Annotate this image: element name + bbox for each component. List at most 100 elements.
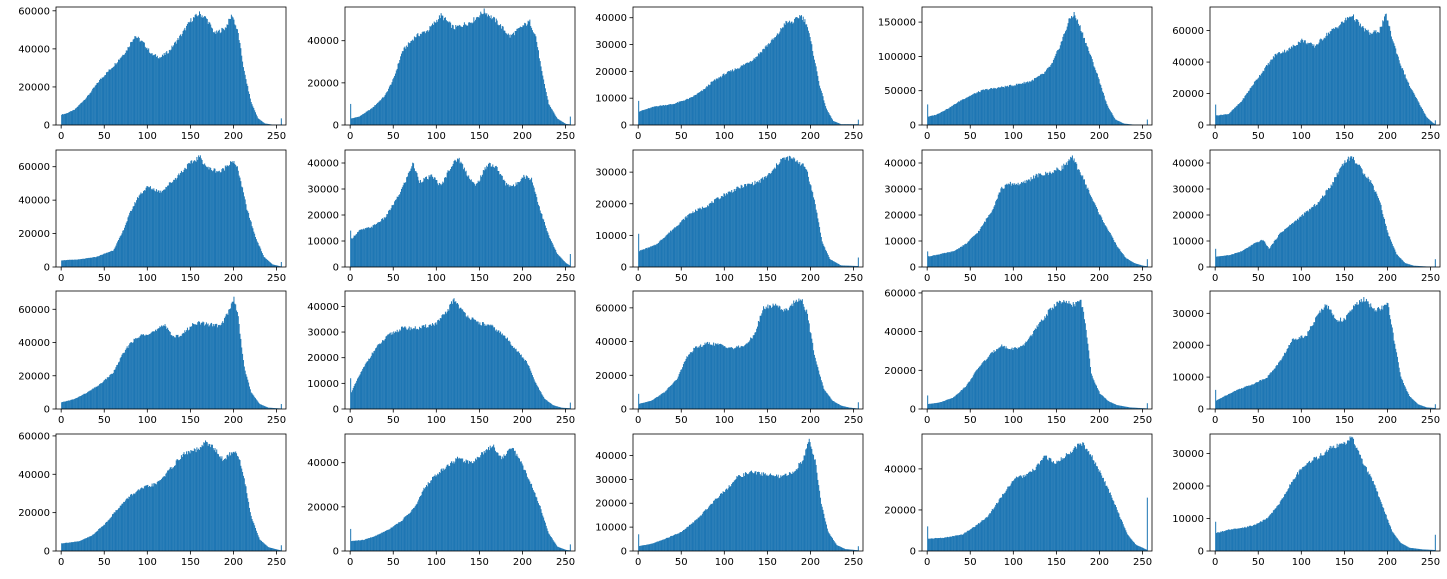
- histogram-bar: [647, 545, 648, 552]
- histogram-bar: [1099, 394, 1100, 409]
- histogram-bar: [680, 102, 681, 125]
- histogram-bar: [221, 456, 222, 551]
- histogram-bar: [175, 465, 176, 551]
- histogram-bar: [76, 108, 77, 125]
- histogram-bar: [165, 55, 166, 125]
- histogram-bar: [184, 168, 185, 267]
- histogram-bar: [241, 347, 242, 409]
- histogram-bar: [379, 100, 380, 125]
- histogram-bar: [974, 93, 975, 125]
- histogram-bar: [63, 114, 64, 125]
- histogram-bar: [692, 351, 693, 409]
- histogram-bar: [68, 400, 69, 409]
- histogram-bar: [1278, 235, 1279, 267]
- histogram-bar: [650, 108, 651, 125]
- histogram-bar: [988, 90, 989, 125]
- histogram-bar: [497, 330, 498, 409]
- histogram-bar: [1080, 300, 1081, 409]
- histogram-bar: [514, 348, 515, 409]
- histogram-bar: [684, 530, 685, 551]
- histogram-bar: [550, 536, 551, 551]
- histogram-bar: [833, 121, 834, 125]
- histogram-bar: [448, 22, 449, 125]
- histogram-bar: [1219, 256, 1220, 267]
- histogram-bar: [1409, 396, 1410, 409]
- histogram-bar: [977, 233, 978, 267]
- histogram-bar: [682, 367, 683, 409]
- histogram-bar: [962, 245, 963, 267]
- histogram-bar: [175, 178, 176, 267]
- histogram-bar: [559, 548, 560, 551]
- histogram-bar: [729, 71, 730, 125]
- histogram-bar: [1258, 382, 1259, 409]
- histogram-bar: [730, 347, 731, 409]
- histogram-bar: [1251, 384, 1252, 409]
- histogram-bar: [1090, 367, 1091, 409]
- histogram-bar: [698, 518, 699, 551]
- histogram-bar: [767, 475, 768, 551]
- histogram-bar: [1387, 303, 1388, 409]
- histogram-bar: [359, 376, 360, 409]
- histogram-bar: [1318, 314, 1319, 409]
- histogram-bar: [126, 499, 127, 551]
- histogram-bar: [361, 230, 362, 267]
- histogram-bar: [458, 26, 459, 125]
- histogram-bar: [221, 325, 222, 409]
- histogram-bar: [1307, 331, 1308, 409]
- histogram-bar: [791, 474, 792, 551]
- histogram-bar: [461, 309, 462, 409]
- histogram-bar: [1022, 346, 1023, 409]
- histogram-bar: [1024, 183, 1025, 267]
- histogram-bar: [150, 334, 151, 409]
- histogram-bar: [829, 115, 830, 125]
- histogram-bar: [765, 176, 766, 267]
- histogram-bar: [1283, 53, 1284, 125]
- histogram-bar: [698, 348, 699, 409]
- histogram-bar: [89, 258, 90, 267]
- histogram-bar: [679, 533, 680, 551]
- histogram-bar: [74, 399, 75, 409]
- histogram-bar: [661, 240, 662, 267]
- histogram-bar: [825, 250, 826, 267]
- histogram-bar: [648, 247, 649, 267]
- histogram-bar: [789, 472, 790, 551]
- histogram-bar: [1062, 41, 1063, 125]
- histogram-bar: [124, 502, 125, 551]
- histogram-bar: [258, 535, 259, 551]
- histogram-bar: [354, 118, 355, 125]
- histogram-bar: [192, 163, 193, 267]
- histogram-bar: [1335, 177, 1336, 267]
- histogram-bar: [534, 492, 535, 551]
- histogram-bar: [447, 21, 448, 125]
- histogram-bar: [643, 403, 644, 409]
- histogram-bar: [796, 300, 797, 409]
- histogram-bar: [117, 241, 118, 267]
- histogram-bar: [1067, 303, 1068, 409]
- histogram-bar: [1250, 245, 1251, 267]
- histogram-bar: [421, 328, 422, 409]
- histogram-bar: [501, 459, 502, 551]
- histogram-bar: [1081, 32, 1082, 125]
- x-tick-label: 250: [267, 273, 286, 284]
- histogram-bar: [251, 102, 252, 125]
- histogram-bar: [454, 29, 455, 125]
- histogram-bar: [423, 325, 424, 409]
- histogram-bar: [115, 247, 116, 267]
- histogram-bar: [649, 108, 650, 125]
- histogram-bar: [547, 531, 548, 551]
- histogram-bar: [661, 240, 662, 267]
- histogram-bar: [1071, 16, 1072, 125]
- histogram-bar: [1230, 394, 1231, 409]
- histogram-bar: [1292, 223, 1293, 267]
- histogram-bar: [706, 207, 707, 267]
- histogram-bar: [482, 452, 483, 551]
- y-tick-label: 20000: [595, 371, 627, 382]
- histogram-bar: [210, 168, 211, 267]
- histogram-bar: [1238, 389, 1239, 409]
- histogram-bar: [999, 87, 1000, 125]
- histogram-bar: [1275, 366, 1276, 409]
- x-tick-label: 0: [58, 131, 64, 142]
- histogram-bar: [65, 114, 66, 125]
- histogram-bar: [460, 308, 461, 409]
- histogram-bar: [368, 538, 369, 551]
